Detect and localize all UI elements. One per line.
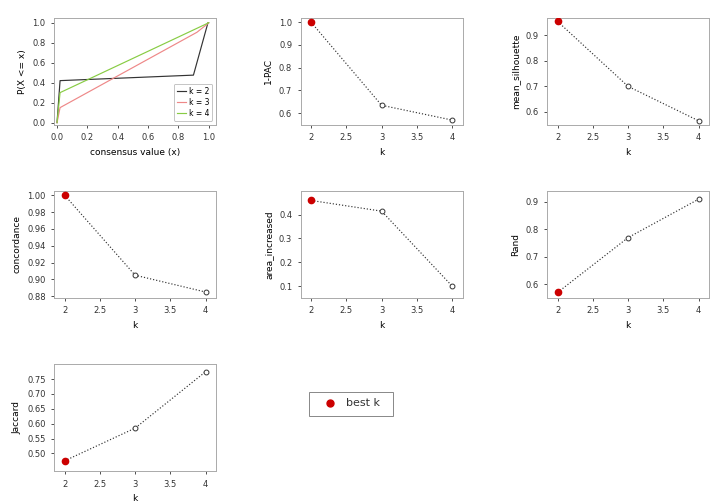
X-axis label: k: k: [379, 148, 384, 157]
X-axis label: k: k: [379, 321, 384, 330]
Y-axis label: area_increased: area_increased: [264, 210, 274, 279]
Y-axis label: Jaccard: Jaccard: [13, 401, 22, 434]
Y-axis label: 1-PAC: 1-PAC: [264, 58, 274, 84]
Y-axis label: P(X <= x): P(X <= x): [18, 49, 27, 94]
Y-axis label: concordance: concordance: [12, 215, 22, 274]
Y-axis label: mean_silhouette: mean_silhouette: [511, 33, 520, 109]
Y-axis label: Rand: Rand: [511, 233, 520, 256]
X-axis label: k: k: [132, 321, 138, 330]
Legend: k = 2, k = 3, k = 4: k = 2, k = 3, k = 4: [174, 84, 212, 121]
X-axis label: k: k: [626, 148, 631, 157]
X-axis label: consensus value (x): consensus value (x): [90, 148, 180, 157]
X-axis label: k: k: [132, 494, 138, 503]
X-axis label: k: k: [626, 321, 631, 330]
Text: best k: best k: [346, 398, 380, 408]
FancyBboxPatch shape: [309, 392, 393, 416]
